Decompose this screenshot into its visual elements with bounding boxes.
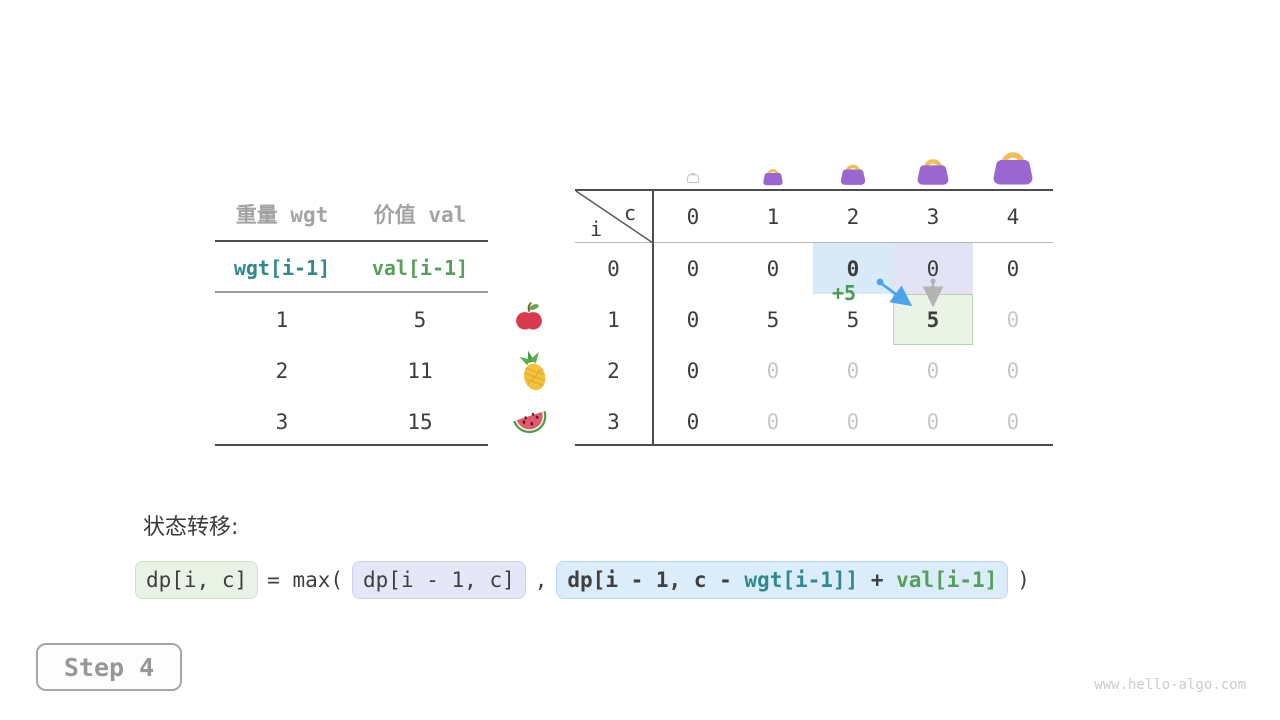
dp-cell-3-0: 0: [686, 409, 700, 434]
watermark: www.hello-algo.com: [1094, 677, 1246, 693]
formula-lhs-box: dp[i, c]: [135, 561, 259, 599]
step-button[interactable]: Step 4: [36, 643, 182, 691]
dp-cell-0-2: 0: [846, 256, 860, 281]
dp-table-top-rule: [575, 189, 1053, 191]
dp-row-header-0: 0: [607, 256, 620, 281]
item-2-value: 11: [407, 359, 433, 383]
dp-col-header-0: 0: [686, 204, 700, 229]
items-table-val-expr: val[i-1]: [371, 256, 469, 280]
dp-cell-0-4: 0: [1006, 256, 1020, 281]
dp-row-header-2: 2: [607, 358, 620, 383]
formula-keep-term-box: dp[i - 1, c]: [352, 561, 526, 599]
dp-col-header-4: 4: [1006, 204, 1020, 229]
dp-cell-3-1: 0: [766, 409, 780, 434]
dp-cell-grid: 0 0 0 0 0 0 5 5 5 0 0 0 0 0 0 0 0 0 0 0: [653, 243, 1053, 447]
dp-cell-0-1: 0: [766, 256, 780, 281]
item-1-value: 5: [413, 308, 427, 332]
take-term-prefix: dp[i - 1, c -: [567, 568, 745, 592]
dp-col-header-2: 2: [846, 204, 860, 229]
transfer-arrows: [860, 270, 980, 320]
dp-cell-1-4: 0: [1006, 307, 1020, 332]
corner-col-var: c: [624, 201, 637, 225]
dp-cell-2-4: 0: [1006, 358, 1020, 383]
bag-large-icon: [914, 151, 952, 186]
arrow-blue-dot: [876, 278, 884, 286]
dp-cell-1-1: 5: [766, 307, 780, 332]
highlight-keep-cell: [813, 243, 893, 294]
bag-small-icon: [761, 164, 785, 186]
dp-cell-1-2: 5: [846, 307, 860, 332]
dp-cell-2-2: 0: [846, 358, 860, 383]
bag-empty-icon: [685, 168, 701, 185]
watermelon-icon: [509, 402, 551, 439]
apple-icon: [514, 301, 544, 334]
items-table-bottom-rule: [215, 444, 488, 446]
formula-comma: ,: [534, 568, 548, 592]
items-table-header-weight: 重量 wgt: [235, 203, 329, 227]
dp-cell-2-1: 0: [766, 358, 780, 383]
dp-row-header-1: 1: [607, 307, 620, 332]
dp-cell-3-2: 0: [846, 409, 860, 434]
dp-col-header-1: 1: [766, 204, 780, 229]
take-item-arrow: [881, 282, 913, 307]
take-term-plus: +: [858, 568, 897, 592]
dp-row-headers: 0 1 2 3: [575, 243, 652, 447]
items-table-wgt-expr: wgt[i-1]: [233, 256, 331, 280]
state-transition-formula: dp[i, c] = max( dp[i - 1, c] , dp[i - 1,…: [135, 561, 1030, 599]
item-2-weight: 2: [275, 359, 289, 383]
dp-cell-3-3: 0: [926, 409, 940, 434]
bag-xlarge-icon: [989, 142, 1037, 186]
dp-cell-2-0: 0: [686, 358, 700, 383]
dp-col-headers: 0 1 2 3 4: [653, 191, 1053, 242]
formula-equals-max: = max(: [267, 568, 344, 592]
item-1-weight: 1: [275, 308, 289, 332]
dp-col-header-3: 3: [926, 204, 940, 229]
item-3-value: 15: [407, 410, 433, 434]
dp-row-header-3: 3: [607, 409, 620, 434]
items-table-header-value: 价值 val: [373, 203, 467, 227]
pineapple-icon: [514, 348, 552, 392]
dp-cell-3-4: 0: [1006, 409, 1020, 434]
items-table-top-rule: [215, 240, 488, 242]
corner-diagonal: [574, 189, 654, 244]
formula-close-paren: ): [1017, 568, 1030, 592]
dp-table-vertical-rule: [652, 189, 654, 446]
plus-value-annotation: +5: [832, 281, 857, 305]
dp-cell-1-3: 5: [926, 307, 940, 332]
dp-table-bottom-rule: [575, 444, 1053, 446]
formula-take-term-box: dp[i - 1, c - wgt[i-1]] + val[i-1]: [556, 561, 1009, 599]
items-table-mid-rule: [215, 291, 488, 293]
take-term-val: val[i-1]: [896, 568, 998, 592]
bag-medium-icon: [838, 158, 868, 186]
dp-cell-0-0: 0: [686, 256, 700, 281]
item-3-weight: 3: [275, 410, 289, 434]
dp-cell-1-0: 0: [686, 307, 700, 332]
state-transition-label: 状态转移:: [143, 515, 239, 540]
dp-cell-0-3: 0: [926, 256, 940, 281]
corner-row-var: i: [590, 217, 603, 241]
dp-cell-2-3: 0: [926, 358, 940, 383]
take-term-wgt: wgt[i-1]]: [744, 568, 859, 592]
dp-table-header-rule: [575, 242, 1053, 243]
